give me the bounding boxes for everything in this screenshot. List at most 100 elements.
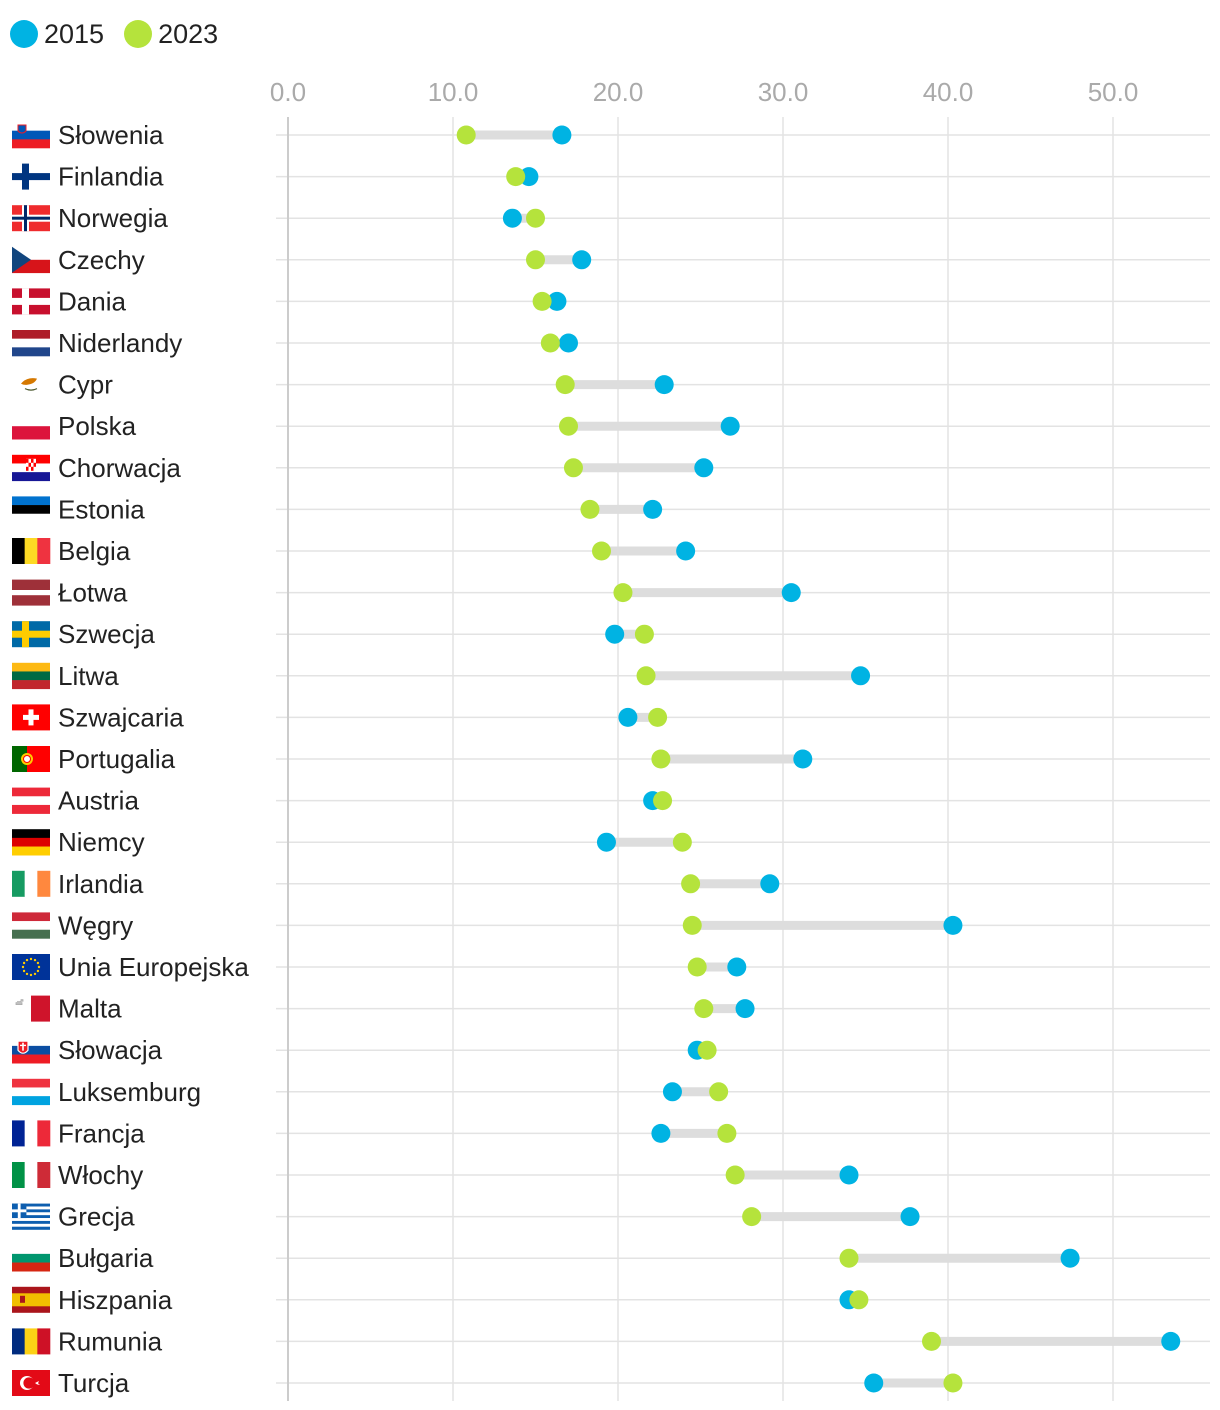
- legend-item-2015[interactable]: 2015: [10, 19, 104, 50]
- legend-item-2023[interactable]: 2023: [124, 19, 218, 50]
- dot-2015[interactable]: 27.2: [727, 957, 747, 977]
- dot-2015[interactable]: 35.5: [864, 1373, 884, 1393]
- dot-2023[interactable]: 22.6: [651, 749, 671, 769]
- dot-2023[interactable]: 25.4: [697, 1040, 717, 1060]
- country-label: Słowenia: [58, 120, 164, 150]
- dot-2023[interactable]: 15: [526, 208, 545, 228]
- country-label: Dania: [58, 286, 126, 316]
- country-label: Malta: [58, 994, 122, 1024]
- dot-2023[interactable]: 15.4: [532, 291, 552, 311]
- country-label: Belgia: [58, 536, 131, 566]
- row-latvia: Łotwa 30.5 20.3: [12, 578, 801, 608]
- dot-2015[interactable]: 26.8: [720, 416, 740, 436]
- dot-2023[interactable]: 40.3: [943, 1373, 963, 1393]
- dot-2023[interactable]: 22.4: [648, 707, 668, 727]
- x-tick-label: 50.0: [1088, 77, 1139, 107]
- dot-2015[interactable]: 37.7: [900, 1207, 920, 1227]
- dot-2023[interactable]: 24.5: [682, 915, 702, 935]
- dot-2015[interactable]: 25.2: [694, 458, 714, 478]
- country-label: Łotwa: [58, 578, 128, 608]
- country-label: Bułgaria: [58, 1243, 154, 1273]
- dot-2015[interactable]: 16.3: [547, 291, 567, 311]
- country-label: Irlandia: [58, 869, 144, 899]
- dot-2023[interactable]: 15: [526, 250, 545, 270]
- dot-2015[interactable]: 19.3: [596, 832, 616, 852]
- dot-2023[interactable]: 22.7: [653, 791, 673, 811]
- dot-2023[interactable]: 26.1: [709, 1082, 729, 1102]
- croatia-flag-icon: [12, 454, 50, 482]
- country-label: Grecja: [58, 1202, 135, 1232]
- legend-label-2015: 2015: [44, 18, 105, 49]
- country-label: Finlandia: [58, 162, 164, 192]
- dot-2015[interactable]: 29.2: [760, 874, 780, 894]
- dot-2015[interactable]: 17.8: [572, 250, 592, 270]
- dot-2015[interactable]: 34.7: [851, 666, 871, 686]
- row-norway: Norwegia 13.615: [12, 203, 545, 233]
- x-tick-label: 30.0: [758, 77, 809, 107]
- dot-2023[interactable]: 20.3: [613, 583, 633, 603]
- row-spain: Hiszpania3434.6: [12, 1285, 869, 1315]
- dot-2015[interactable]: 22.6: [651, 1123, 671, 1143]
- dot-2015[interactable]: 14.6: [519, 167, 539, 187]
- row-eu: Unia Europejska 27.2 24.8: [12, 952, 747, 982]
- dot-2023[interactable]: 34.6: [849, 1290, 869, 1310]
- austria-flag-icon: [12, 787, 50, 814]
- dot-2023[interactable]: 17: [559, 416, 578, 436]
- x-axis-ticks: 0.0 10.0 20.0 30.0 40.0 50.0: [270, 77, 1138, 107]
- dot-2023[interactable]: 13.8: [506, 167, 526, 187]
- dot-2023[interactable]: 25.2: [694, 999, 714, 1019]
- row-malta: Malta 27.7 25.2: [12, 994, 755, 1024]
- row-luxembourg: Luksemburg 23.3 26.1: [12, 1077, 729, 1107]
- dot-2015[interactable]: 19.8: [605, 624, 625, 644]
- country-label: Unia Europejska: [58, 952, 249, 982]
- dot-2015[interactable]: 40.3: [943, 915, 963, 935]
- dot-2015[interactable]: 16.6: [552, 125, 572, 145]
- dot-2023[interactable]: 23.9: [672, 832, 692, 852]
- dot-2023[interactable]: 24.4: [681, 874, 701, 894]
- row-lithuania: Litwa 34.7 21.7: [12, 661, 871, 691]
- country-label: Czechy: [58, 245, 145, 275]
- spain-flag-icon: [12, 1286, 50, 1313]
- italy-flag-icon: [12, 1162, 51, 1188]
- dot-2015[interactable]: 22.8: [654, 375, 674, 395]
- dot-2015[interactable]: 24.1: [676, 541, 696, 561]
- dot-2015[interactable]: 34: [839, 1165, 859, 1185]
- country-label: Estonia: [58, 494, 145, 524]
- dot-2023[interactable]: 21.7: [636, 666, 656, 686]
- dot-2023[interactable]: 34: [839, 1248, 859, 1268]
- dot-2015[interactable]: 17: [559, 333, 578, 353]
- dot-2023[interactable]: 18.3: [580, 499, 600, 519]
- hungary-flag-icon: [12, 912, 50, 939]
- dot-2015[interactable]: 47.4: [1060, 1248, 1080, 1268]
- dot-2023[interactable]: 24.8: [687, 957, 707, 977]
- dot-2015[interactable]: 13.6: [502, 208, 522, 228]
- dot-2015[interactable]: 53.5: [1161, 1331, 1181, 1351]
- dot-2023[interactable]: 17.3: [563, 458, 583, 478]
- dot-2023[interactable]: 21.6: [634, 624, 654, 644]
- row-belgium: Belgia 24.1 19: [12, 536, 696, 566]
- dot-2015[interactable]: 27.7: [735, 999, 755, 1019]
- dot-2015[interactable]: 31.2: [793, 749, 813, 769]
- country-label: Niemcy: [58, 827, 145, 857]
- row-poland: Polska 26.8 17: [12, 411, 740, 441]
- dot-2015[interactable]: 23.3: [662, 1082, 682, 1102]
- dot-2023[interactable]: 16.8: [555, 375, 575, 395]
- dot-2015[interactable]: 22.1: [643, 499, 663, 519]
- dot-2023[interactable]: 28.1: [742, 1207, 762, 1227]
- dot-2023[interactable]: 26.6: [717, 1123, 737, 1143]
- dot-2015[interactable]: 20.6: [618, 707, 638, 727]
- bulgaria-flag-icon: [12, 1245, 50, 1272]
- dot-2023[interactable]: 19: [592, 541, 611, 561]
- legend: 2015 2023: [10, 14, 238, 54]
- country-label: Luksemburg: [58, 1077, 201, 1107]
- dot-2015[interactable]: 30.5: [781, 583, 801, 603]
- row-france: Francja 22.6 26.6: [12, 1118, 737, 1148]
- dot-2023[interactable]: 10.8: [456, 125, 476, 145]
- dot-2023[interactable]: 27.1: [725, 1165, 745, 1185]
- dot-2023[interactable]: 39: [922, 1331, 941, 1351]
- x-tick-label: 0.0: [270, 77, 306, 107]
- row-hungary: Węgry 40.3 24.5: [12, 910, 963, 940]
- dot-2023[interactable]: 15.9: [540, 333, 560, 353]
- latvia-flag-icon: [12, 579, 50, 606]
- country-label: Szwecja: [58, 619, 155, 649]
